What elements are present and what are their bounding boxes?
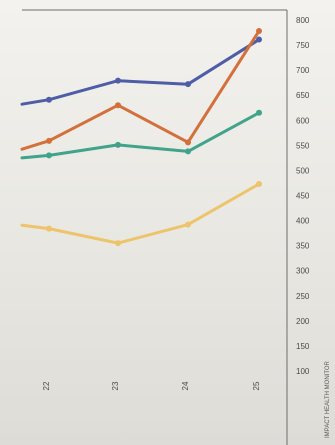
data-point [46,137,52,144]
series-layer [20,28,262,247]
data-point [46,152,52,159]
series-3 [20,180,262,247]
data-point [115,141,121,148]
y-tick-label: 600 [296,116,310,125]
y-tick-label: 800 [296,16,310,25]
y-tick-label: 700 [296,66,310,75]
y-tick-label: 400 [296,217,310,226]
y-axis-ticks: 800 750 700 650 600 550 500 450 400 350 300 250 200 1… [296,16,310,376]
y-tick-label: 250 [296,292,310,301]
series-1 [20,28,262,151]
margin-note: IMPACT HEALTH MONITOR [325,360,331,438]
data-point [256,109,262,116]
x-tick-label: 22 [42,381,51,390]
y-tick-label: 500 [296,166,310,175]
series-2 [20,109,262,160]
chart-axes [22,9,288,445]
y-tick-label: 150 [296,342,310,351]
data-point [185,139,191,146]
data-point [185,221,191,228]
x-tick-label: 25 [252,381,261,390]
y-tick-label: 550 [296,141,310,150]
y-tick-label: 200 [296,317,310,326]
y-tick-label: 100 [296,367,310,376]
x-tick-label: 23 [111,381,120,390]
series-0 [20,36,262,106]
y-tick-label: 350 [296,242,310,251]
x-tick-label: 24 [181,381,190,390]
data-point [256,28,262,35]
data-point [115,77,121,84]
data-point [115,240,121,247]
x-axis-ticks: 22 23 24 25 [42,381,261,390]
data-point [46,96,52,103]
data-point [46,225,52,232]
series-line [20,38,261,106]
data-point [185,148,191,155]
y-tick-label: 650 [296,91,310,100]
series-line [20,182,261,245]
y-tick-label: 750 [296,41,310,50]
data-point [115,102,121,109]
y-tick-label: 450 [296,192,310,201]
data-point [185,81,191,88]
data-point [256,36,262,43]
y-tick-label: 300 [296,267,310,276]
data-point [256,180,262,187]
